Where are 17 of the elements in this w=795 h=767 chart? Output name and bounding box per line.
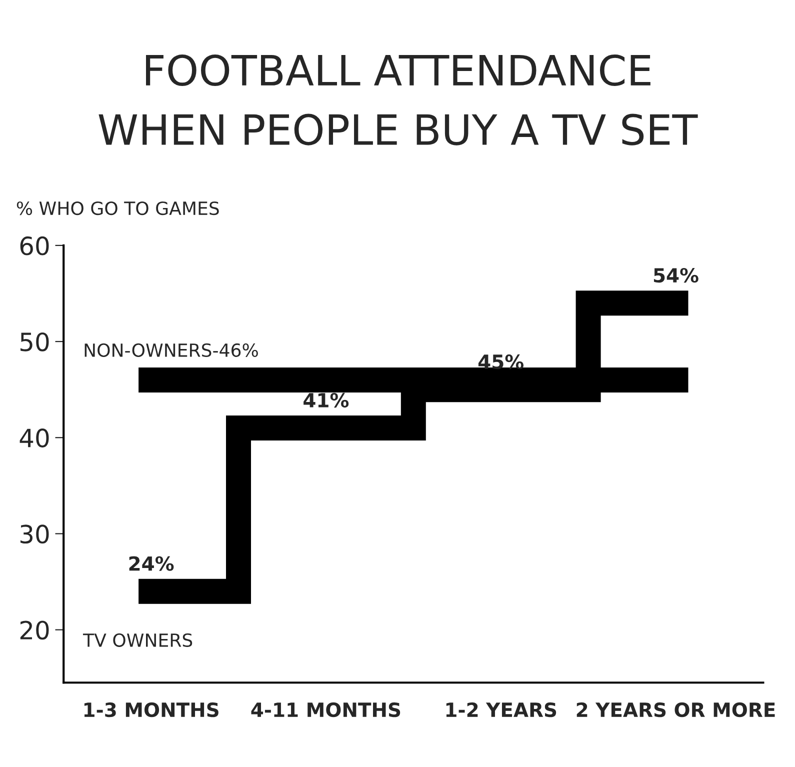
y-tick-label: 20 <box>20 620 49 640</box>
x-tick-label: 4-11 MONTHS <box>251 702 400 718</box>
y-tick-label: 40 <box>20 428 49 448</box>
x-tick-label: 1-3 MONTHS <box>84 702 218 718</box>
chart-title: FOOTBALL ATTENDANCE WHEN PEOPLE BUY A TV SET <box>98 54 698 146</box>
y-axis-title: % WHO GO TO GAMES <box>16 201 219 216</box>
x-tick-label: 1-2 YEARS <box>446 702 556 718</box>
y-tick-label: 60 <box>20 236 49 256</box>
y-tick-label: 30 <box>20 524 49 544</box>
data-label: 45% <box>478 354 524 370</box>
data-label: 24% <box>129 556 174 571</box>
data-label: 54% <box>654 268 698 283</box>
data-label: 41% <box>304 392 349 408</box>
series-label: NON-OWNERS-46% <box>84 343 258 358</box>
x-tick-label: 2 YEARS OR MORE <box>576 702 775 718</box>
y-tick-label: 50 <box>20 332 49 352</box>
text: TV OWNERS <box>82 633 192 647</box>
